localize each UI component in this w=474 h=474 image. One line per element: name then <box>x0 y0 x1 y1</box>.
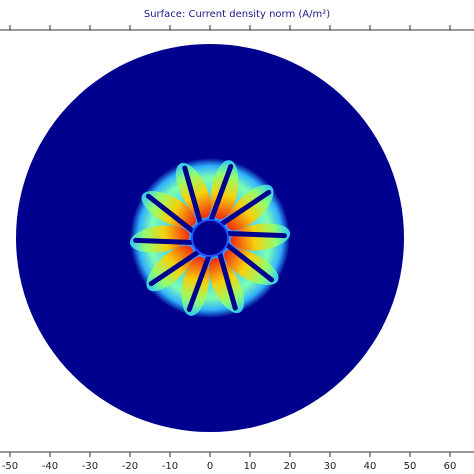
x-tick-label: 40 <box>364 461 377 472</box>
petal <box>146 245 201 292</box>
petal <box>129 225 195 253</box>
petal <box>141 191 196 234</box>
x-tick-label: 20 <box>284 461 297 472</box>
slot <box>208 164 234 223</box>
x-tick-label: 10 <box>244 461 257 472</box>
slot <box>182 165 203 226</box>
current-region <box>129 158 291 318</box>
slot <box>224 242 275 283</box>
x-tick-label: -40 <box>42 461 58 472</box>
petal <box>219 184 274 231</box>
petal <box>208 250 245 314</box>
slot <box>217 250 238 311</box>
x-tick-label: -50 <box>2 461 18 472</box>
x-tick-label: 60 <box>444 461 457 472</box>
inner-bore <box>191 219 229 257</box>
x-tick-label: -20 <box>122 461 138 472</box>
x-tick-label: -10 <box>162 461 178 472</box>
petal <box>224 242 279 285</box>
slot <box>133 237 195 245</box>
petal <box>225 223 291 251</box>
slot <box>186 253 212 312</box>
petal <box>208 160 239 223</box>
x-tick-label: 50 <box>404 461 417 472</box>
chart-title: Surface: Current density norm (A/m²) <box>144 9 330 20</box>
slot <box>225 231 287 239</box>
x-tick-label: 0 <box>207 461 213 472</box>
slot <box>148 249 201 287</box>
petal <box>175 162 212 226</box>
petal <box>181 253 212 316</box>
x-tick-label: 30 <box>324 461 337 472</box>
x-tick-label: -30 <box>82 461 98 472</box>
slot <box>145 193 196 234</box>
slot <box>219 189 272 227</box>
